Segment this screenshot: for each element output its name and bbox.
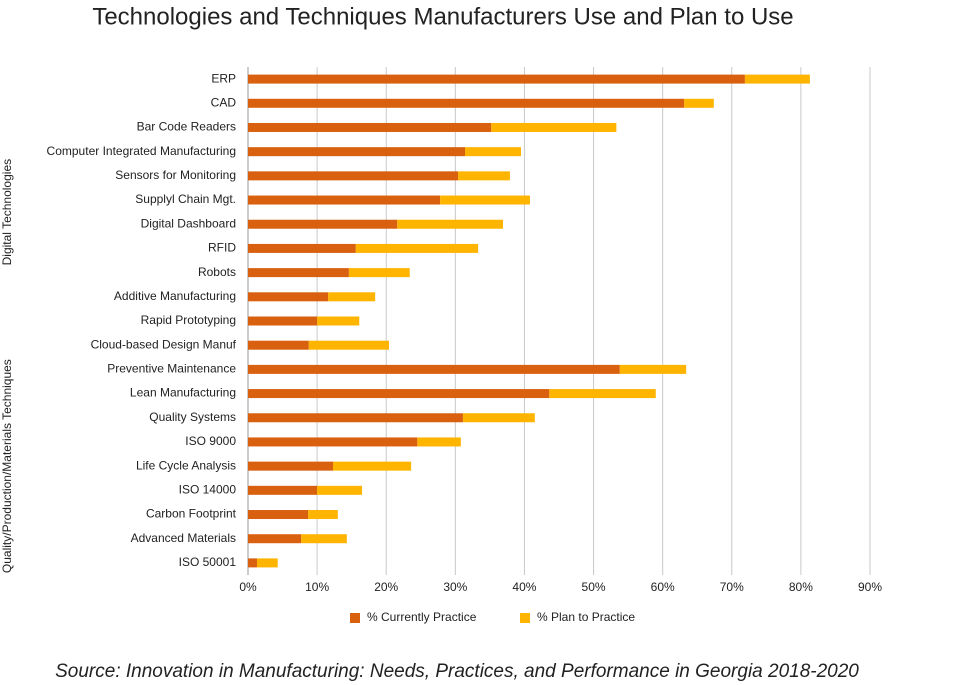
y-tick-label: Carbon Footprint <box>146 507 237 521</box>
bar-segment <box>248 219 398 229</box>
legend-swatch <box>520 613 530 623</box>
bar-segment <box>308 340 389 350</box>
bar-segment <box>440 195 530 205</box>
y-tick-label: Robots <box>198 265 236 279</box>
y-tick-label: Rapid Prototyping <box>141 313 236 327</box>
bar-segment <box>549 389 656 399</box>
x-tick-label: 40% <box>512 580 536 594</box>
bar-segment <box>328 292 376 302</box>
y-tick-label: Lean Manufacturing <box>130 386 236 400</box>
bar-segment <box>248 510 309 520</box>
bar-segment <box>317 485 363 495</box>
y-tick-label: ERP <box>211 71 236 85</box>
bar-segment <box>248 147 466 157</box>
y-tick-label: Supplyl Chain Mgt. <box>135 192 236 206</box>
bar-segment <box>248 98 685 108</box>
bar-segment <box>317 316 360 326</box>
x-tick-label: 70% <box>720 580 744 594</box>
bar-segment <box>248 122 492 132</box>
y-tick-label: Life Cycle Analysis <box>136 458 236 472</box>
bar-segment <box>333 461 412 471</box>
bar-segment <box>397 219 504 229</box>
bar-segment <box>248 171 459 181</box>
legend-swatch <box>350 613 360 623</box>
y-tick-label: Quality Systems <box>149 410 236 424</box>
bar-segment <box>308 510 338 520</box>
x-tick-label: 90% <box>858 580 882 594</box>
bar-segment <box>248 195 441 205</box>
source-note: Source: Innovation in Manufacturing: Nee… <box>55 661 859 682</box>
bar-segment <box>744 74 810 84</box>
y-tick-label: ISO 50001 <box>179 555 237 569</box>
y-tick-label: Preventive Maintenance <box>107 362 236 376</box>
bar-segment <box>462 413 535 423</box>
y-tick-label: Bar Code Readers <box>137 120 236 134</box>
group-label: Digital Technologies <box>0 159 14 266</box>
bar-segment <box>248 268 349 278</box>
bar-segment <box>465 147 521 157</box>
chart-title: Technologies and Techniques Manufacturer… <box>92 3 793 30</box>
bar-segment <box>248 74 745 84</box>
y-tick-label: Digital Dashboard <box>141 216 236 230</box>
bar-segment <box>248 292 329 302</box>
group-label: Quality/Production/Materials Techniques <box>0 359 14 573</box>
x-tick-label: 80% <box>789 580 813 594</box>
bar-segment <box>348 268 410 278</box>
bar-segment <box>248 461 334 471</box>
bar-segment <box>417 437 461 447</box>
bar-segment <box>248 558 257 568</box>
bar-segment <box>248 316 318 326</box>
bar-segment <box>248 340 309 350</box>
bar-segment <box>619 364 687 374</box>
bar-segment <box>491 122 617 132</box>
legend-label: % Currently Practice <box>367 610 477 624</box>
legend-label: % Plan to Practice <box>537 610 635 624</box>
x-tick-label: 30% <box>443 580 467 594</box>
bar-segment <box>248 485 318 495</box>
y-tick-label: ISO 9000 <box>185 434 236 448</box>
y-tick-label: RFID <box>208 241 236 255</box>
bar-segment <box>248 389 550 399</box>
bar-segment <box>248 437 418 447</box>
bar-segment <box>248 243 356 253</box>
bar-segment <box>256 558 278 568</box>
bar-segment <box>355 243 479 253</box>
y-tick-label: Advanced Materials <box>131 531 236 545</box>
bar-segment <box>684 98 714 108</box>
y-tick-label: CAD <box>211 95 237 109</box>
x-tick-label: 0% <box>239 580 257 594</box>
y-tick-label: ISO 14000 <box>179 483 237 497</box>
bar-segment <box>248 534 302 544</box>
y-tick-label: Sensors for Monitoring <box>115 168 236 182</box>
x-tick-label: 50% <box>582 580 606 594</box>
x-tick-label: 60% <box>651 580 675 594</box>
y-tick-label: Cloud-based Design Manuf <box>91 337 237 351</box>
bar-segment <box>248 364 620 374</box>
bar-segment <box>458 171 510 181</box>
bar-segment <box>301 534 347 544</box>
y-tick-label: Computer Integrated Manufacturing <box>47 144 236 158</box>
y-tick-label: Additive Manufacturing <box>114 289 236 303</box>
x-tick-label: 10% <box>305 580 329 594</box>
bar-segment <box>248 413 463 423</box>
x-tick-label: 20% <box>374 580 398 594</box>
